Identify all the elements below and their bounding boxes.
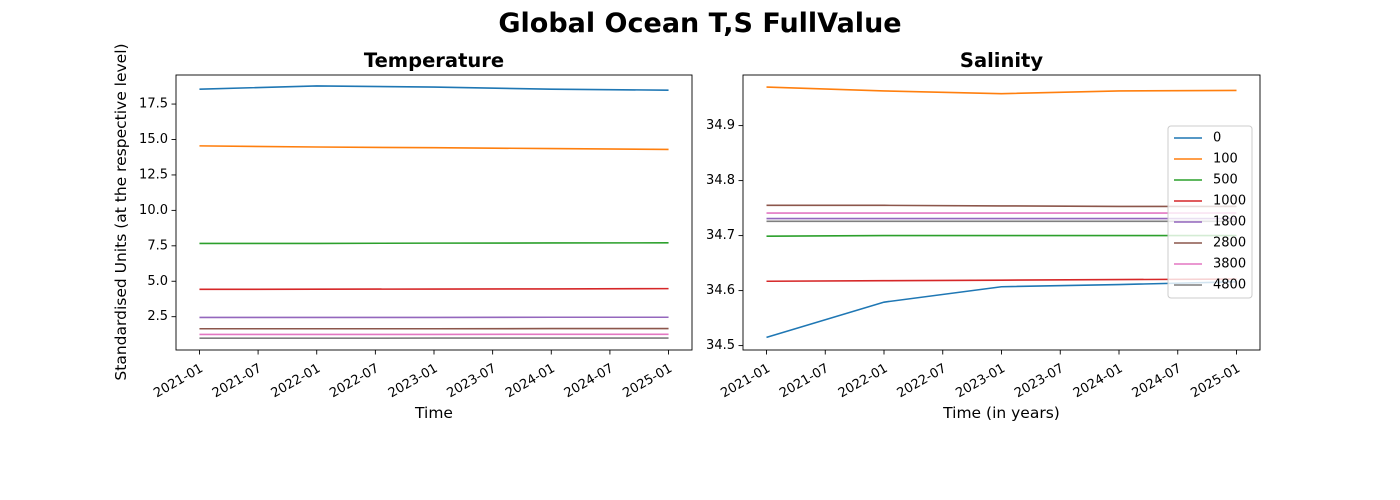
legend-label-0: 0 [1213,131,1221,146]
legend: 0 100 500 1000 1800 2800 3800 4800 [1167,125,1253,299]
y-tick-label: 34.5 [706,338,735,353]
series-line-500 [199,242,669,245]
y-tick-label: 5.0 [147,274,168,289]
series-line-100 [199,145,669,151]
figure-title: Global Ocean T,S FullValue [498,8,901,39]
legend-box [1167,125,1253,299]
legend-label-1000: 1000 [1213,194,1246,209]
y-tick-label: 7.5 [147,238,168,253]
series-line-500 [766,234,1237,237]
series-line-100 [766,86,1237,95]
y-tick-label: 34.8 [706,173,735,188]
y-tick-label: 34.9 [706,118,735,133]
x-axis-label: Time (in years) [942,404,1060,422]
series-line-0 [766,281,1237,339]
legend-label-3800: 3800 [1213,257,1246,272]
series-line-1000 [199,287,669,291]
legend-label-100: 100 [1213,152,1238,167]
y-tick-label: 34.7 [706,228,735,243]
y-axis-label: Standardised Units (at the respective le… [112,43,130,380]
y-tick-label: 34.6 [706,283,735,298]
panel-title: Temperature [364,49,504,72]
legend-label-4800: 4800 [1213,278,1246,293]
series-line-0 [199,85,669,91]
legend-label-1800: 1800 [1213,215,1246,230]
y-tick-label: 17.5 [139,97,168,112]
x-axis-label: Time [414,404,453,422]
series-line-2800 [766,204,1237,208]
y-tick-label: 10.0 [139,203,168,218]
y-tick-label: 12.5 [139,167,168,182]
legend-label-500: 500 [1213,173,1238,188]
series-line-1000 [766,278,1237,283]
legend-label-2800: 2800 [1213,236,1246,251]
y-tick-label: 15.0 [139,132,168,147]
panel-title: Salinity [960,49,1043,72]
y-tick-label: 2.5 [147,309,168,324]
